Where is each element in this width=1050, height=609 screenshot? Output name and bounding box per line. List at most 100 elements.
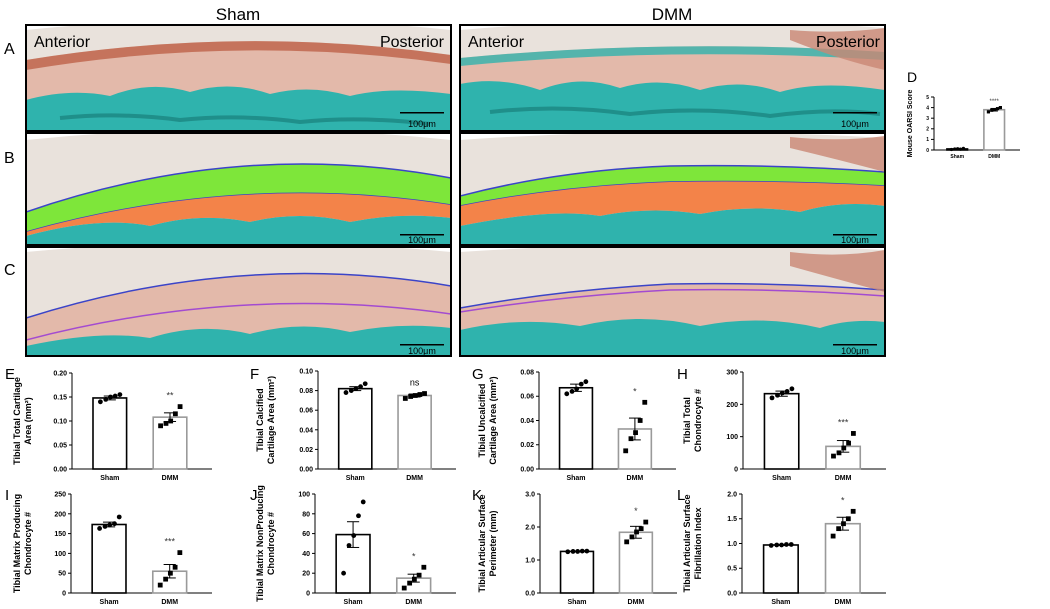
data-point-sham — [565, 549, 571, 555]
x-tick-label: DMM — [835, 475, 852, 482]
y-tick-label: 3.0 — [525, 491, 535, 498]
data-point-sham — [579, 548, 585, 554]
y-tick-label: 60 — [302, 531, 310, 538]
column-title-dmm: DMM — [652, 5, 693, 24]
chart-panel-k: K 0.0 1.0 2.0 3.0 Tibial Articular Surface Per… — [472, 487, 677, 606]
y-tick-label: 40 — [302, 551, 310, 558]
data-point-dmm — [634, 529, 639, 535]
data-point-dmm — [623, 448, 629, 454]
y-tick-label: 0.0 — [727, 590, 737, 597]
data-point-sham — [112, 393, 118, 399]
chart-panel-e: E 0.00 0.05 0.10 0.15 0.20 Tibial Total Cartil… — [5, 366, 212, 482]
data-point-dmm — [836, 526, 842, 532]
y-tick-label: 0 — [62, 590, 66, 597]
data-point-sham — [348, 388, 354, 393]
data-point-sham — [574, 386, 580, 392]
y-tick-label: 0.05 — [53, 442, 67, 449]
panel-letter: D — [907, 69, 917, 85]
y-tick-label: 250 — [54, 491, 66, 498]
y-axis-label: Mouse OARSI Score — [907, 90, 914, 158]
data-point-sham — [358, 384, 363, 390]
data-point-sham — [107, 522, 113, 528]
bar-sham — [92, 397, 128, 470]
data-point-sham — [779, 390, 785, 396]
data-point-dmm — [172, 411, 178, 417]
y-tick-label: 100 — [54, 551, 66, 558]
data-point-dmm — [177, 404, 183, 409]
chart-panel-d: D 0 1 2 3 4 5 Mouse OARSI Score Sham DMM **** — [907, 69, 1020, 160]
data-point-dmm — [643, 519, 649, 525]
y-tick-label: 0.02 — [299, 447, 313, 454]
bar-dmm — [983, 108, 1006, 151]
y-tick-label: 0.10 — [53, 418, 67, 425]
data-point-dmm — [417, 392, 423, 397]
y-tick-label: 100 — [298, 491, 310, 498]
data-point-dmm — [168, 418, 174, 424]
scale-bar-label-sham-b: 100μm — [408, 235, 436, 245]
data-point-sham — [346, 543, 352, 548]
data-point-sham — [775, 392, 780, 398]
significance-marker: *** — [838, 417, 849, 427]
x-tick-label: Sham — [771, 599, 790, 606]
data-point-dmm — [993, 108, 997, 112]
data-point-sham — [97, 399, 103, 405]
y-tick-label: 0.06 — [520, 394, 534, 401]
data-point-dmm — [407, 580, 413, 586]
data-point-dmm — [831, 453, 836, 459]
label-sham-posterior: Posterior — [380, 34, 445, 51]
y-tick-label: 0.5 — [727, 566, 737, 573]
chart-panel-l: L 0.0 0.5 1.0 1.5 2.0 Tibial Articular Surface… — [677, 487, 886, 606]
y-axis-label: Tibial Articular Surface — [477, 494, 487, 592]
bar-sham — [91, 523, 127, 594]
data-point-sham — [108, 394, 113, 400]
y-axis-label-line2: Chondrocyte # — [693, 389, 703, 452]
bar-sham — [762, 544, 799, 594]
data-point-sham — [956, 147, 960, 151]
y-tick-label: 80 — [302, 511, 310, 518]
data-point-sham — [584, 548, 590, 554]
x-tick-label: DMM — [405, 599, 422, 606]
data-point-sham — [578, 381, 584, 387]
data-point-dmm — [638, 526, 644, 532]
y-tick-label: 0.20 — [53, 370, 67, 377]
data-point-sham — [362, 381, 368, 387]
micrograph-dmm-c — [460, 247, 885, 356]
data-point-dmm — [416, 572, 422, 578]
x-tick-label: Sham — [100, 475, 119, 482]
bar-dmm — [397, 394, 432, 470]
x-tick-label: DMM — [161, 599, 178, 606]
data-point-sham — [356, 513, 361, 519]
scale-bar-label-sham-c: 100μm — [408, 346, 436, 356]
significance-marker: * — [412, 551, 416, 561]
y-tick-label: 0.10 — [299, 368, 313, 375]
significance-marker: ns — [410, 378, 420, 388]
y-tick-label: 0.00 — [53, 466, 67, 473]
bar-dmm — [824, 522, 861, 594]
significance-marker: ** — [166, 391, 174, 401]
significance-marker: * — [633, 386, 637, 396]
label-dmm-posterior: Posterior — [816, 34, 881, 51]
data-point-sham — [360, 499, 366, 505]
data-point-sham — [351, 533, 357, 538]
y-tick-label: 100 — [726, 434, 738, 441]
chart-panel-g: G 0.00 0.02 0.04 0.06 0.08 Tibial Uncalcified C… — [472, 366, 676, 482]
significance-marker: *** — [164, 537, 175, 547]
y-tick-label: 2.0 — [525, 524, 535, 531]
data-point-dmm — [990, 108, 994, 112]
y-axis-label: Tibial Articular Surface — [682, 494, 692, 592]
panel-letter: L — [677, 487, 685, 504]
y-tick-label: 5 — [926, 95, 929, 101]
x-tick-label: DMM — [406, 475, 423, 482]
data-point-dmm — [158, 423, 163, 429]
data-point-sham — [769, 395, 775, 401]
data-point-dmm — [172, 564, 178, 570]
micrograph-frame-dmm-a — [459, 24, 886, 132]
chart-panel-h: H 0 100 200 300 Tibial Total Chondrocyte # Sham… — [677, 366, 886, 482]
data-point-sham — [97, 526, 102, 531]
data-point-dmm — [412, 393, 418, 398]
data-point-sham — [784, 389, 790, 394]
data-point-sham — [789, 386, 795, 392]
data-point-dmm — [167, 570, 173, 576]
data-point-dmm — [157, 582, 163, 588]
